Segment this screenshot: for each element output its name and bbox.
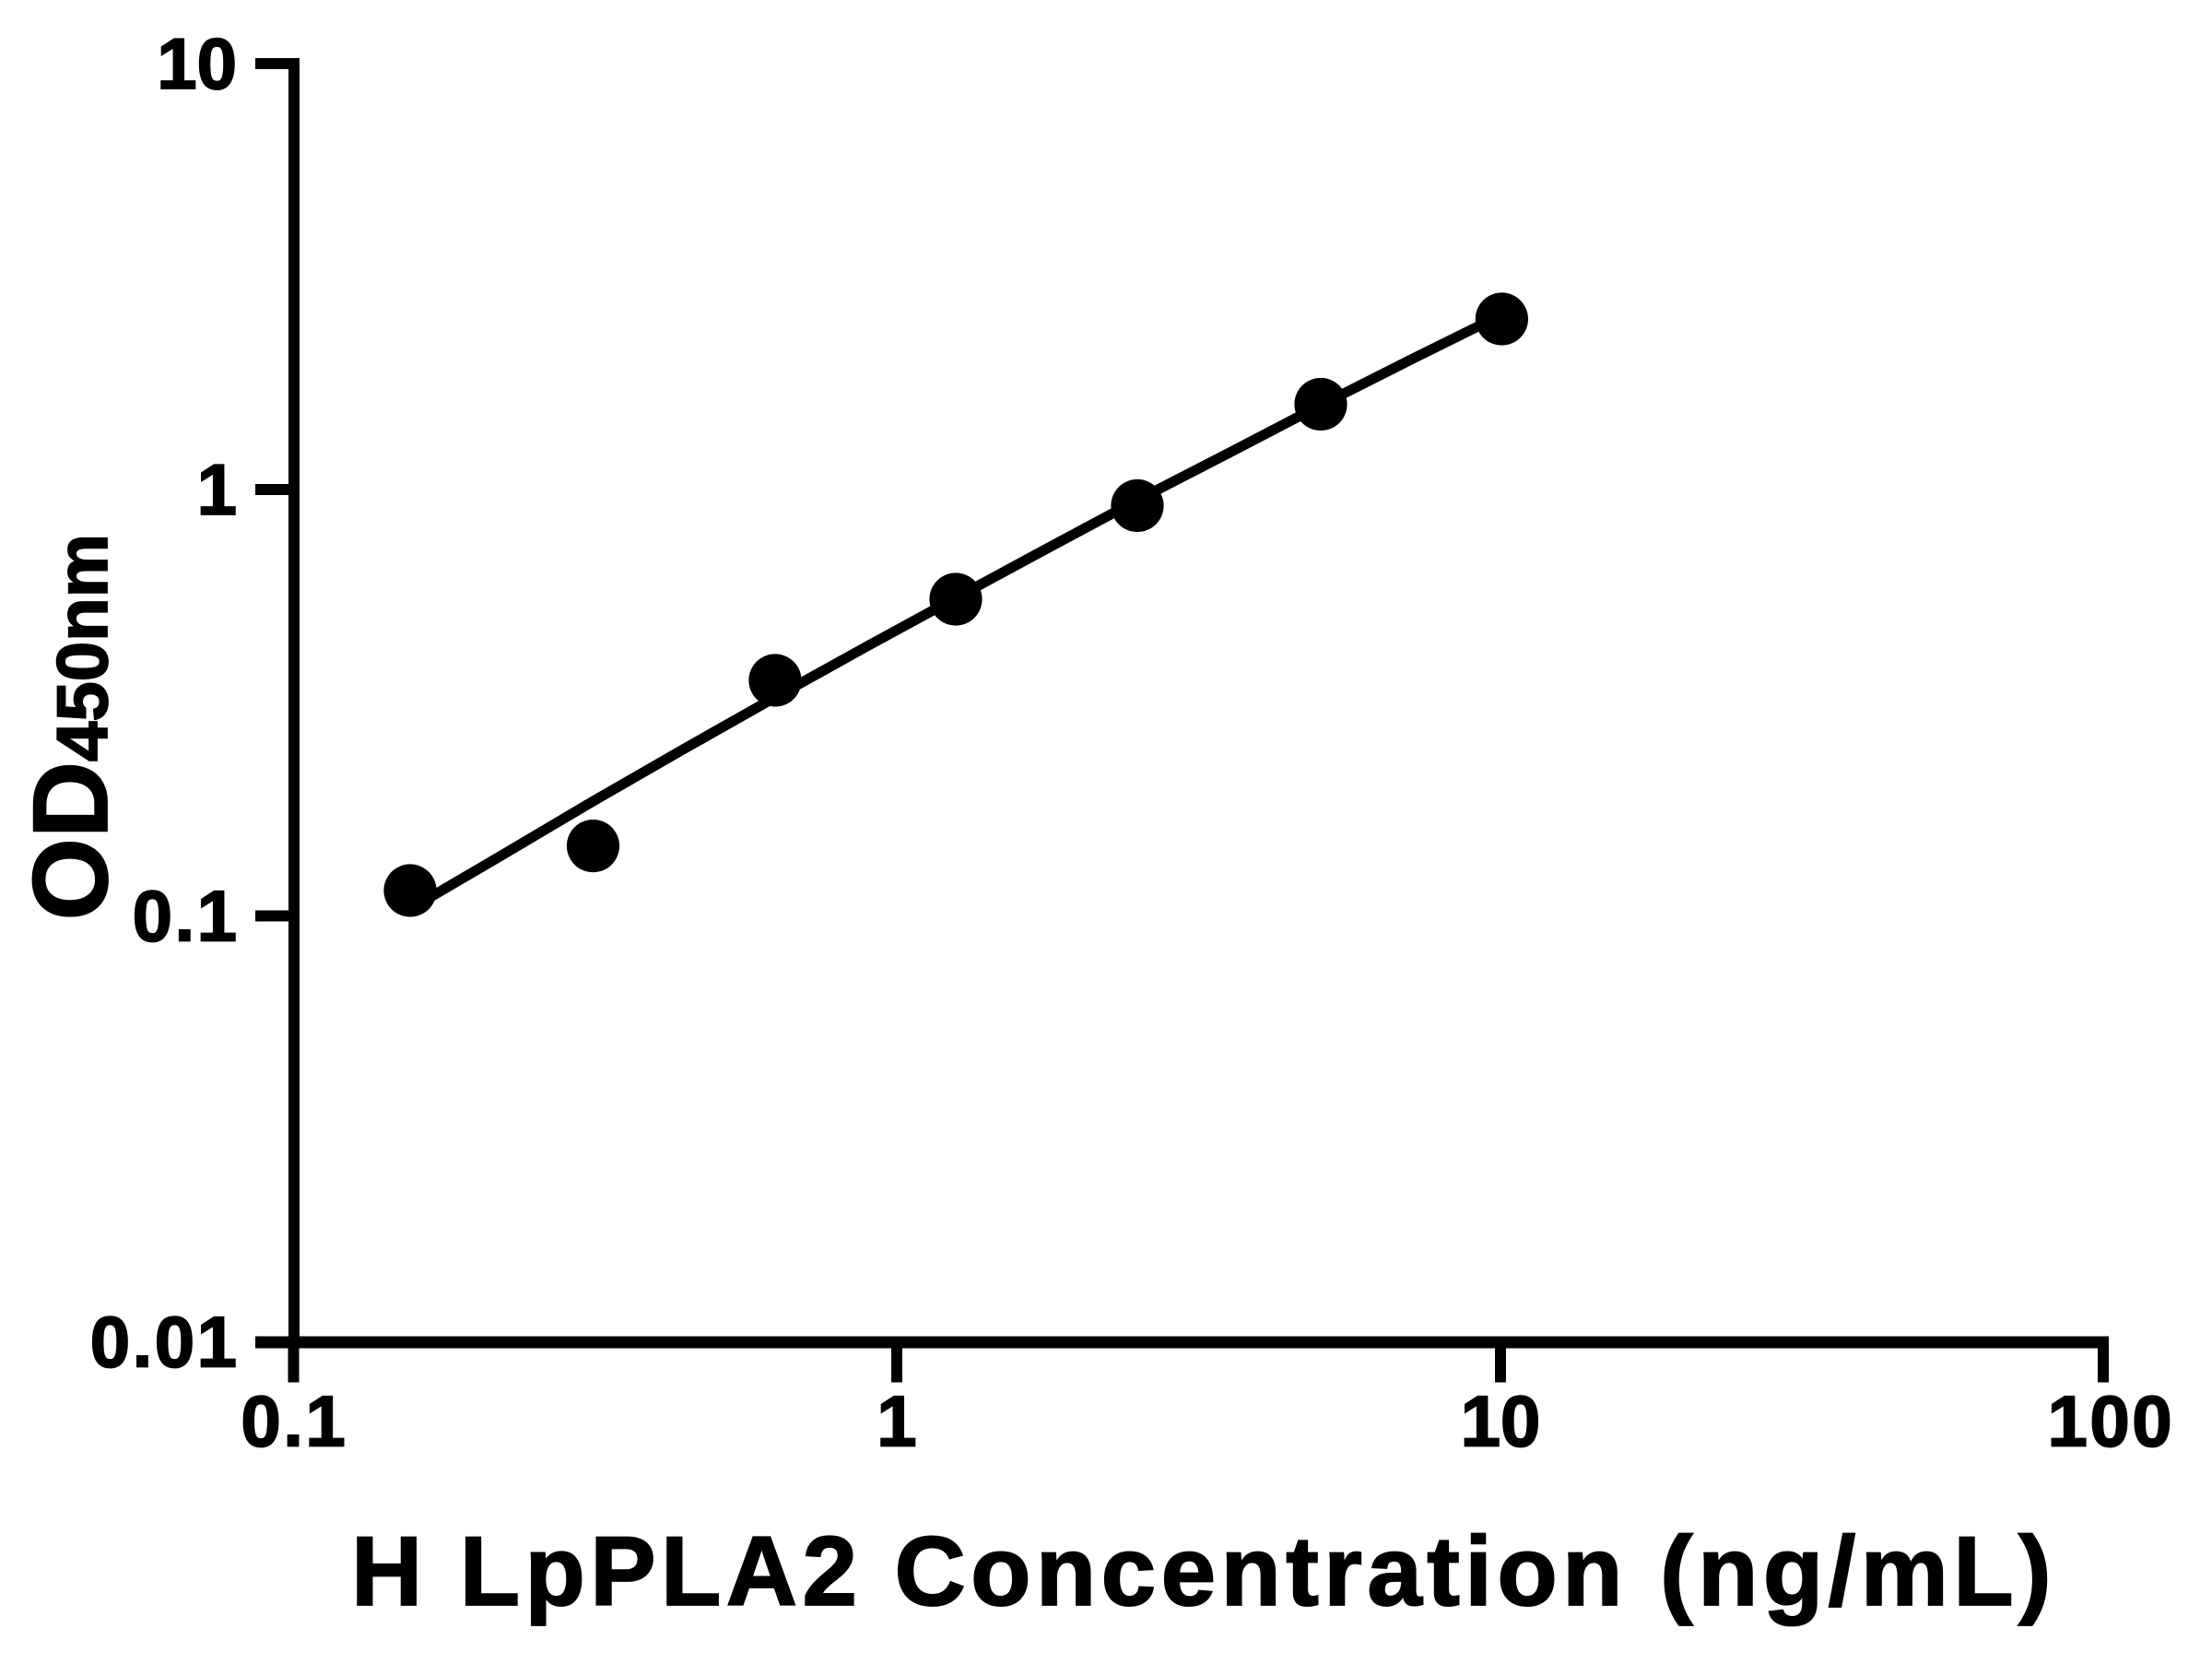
svg-text:10: 10 — [157, 23, 237, 104]
svg-text:1: 1 — [197, 449, 237, 530]
svg-text:H LpPLA2 Concentration (ng/mL): H LpPLA2 Concentration (ng/mL) — [351, 1516, 2056, 1626]
svg-text:0.01: 0.01 — [90, 1302, 240, 1383]
svg-text:0.1: 0.1 — [241, 1381, 347, 1462]
svg-text:1: 1 — [877, 1381, 916, 1462]
svg-text:100: 100 — [2047, 1381, 2174, 1462]
svg-text:OD450nm: OD450nm — [12, 534, 130, 921]
svg-text:10: 10 — [1461, 1381, 1541, 1462]
svg-text:0.1: 0.1 — [133, 876, 240, 957]
